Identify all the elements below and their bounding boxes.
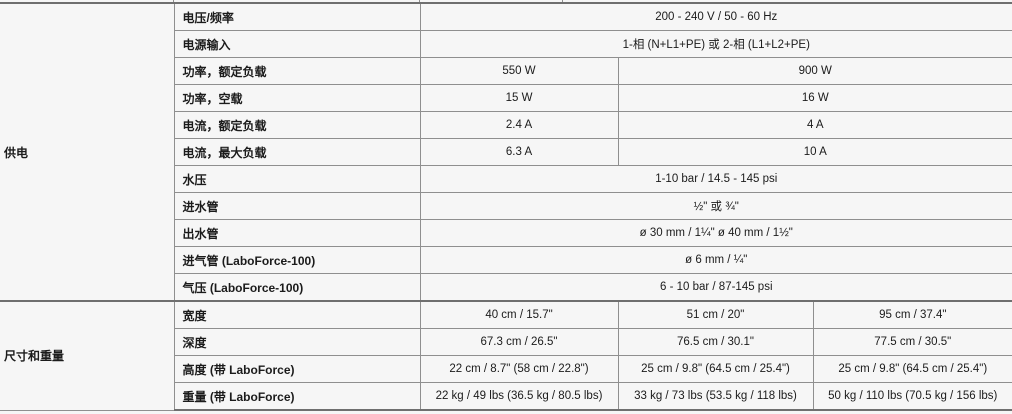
table-row: 气压 (LaboForce-100) 6 - 10 bar / 87-145 p… xyxy=(0,273,1012,302)
spec-label: 进气管 (LaboForce-100) xyxy=(173,246,421,274)
spec-value: ø 6 mm / ¼" xyxy=(419,246,1012,274)
spec-label: 功率，额定负载 xyxy=(173,57,421,85)
spec-value: ø 30 mm / 1¼" ø 40 mm / 1½" xyxy=(419,219,1012,247)
spec-value: 1-10 bar / 14.5 - 145 psi xyxy=(419,165,1012,193)
spec-value: 6 - 10 bar / 87-145 psi xyxy=(419,273,1012,302)
table-row: 高度 (带 LaboForce) 22 cm / 8.7" (58 cm / 2… xyxy=(0,355,1012,383)
table-row: 供电 电压/频率 200 - 240 V / 50 - 60 Hz xyxy=(0,2,1012,302)
top-tick xyxy=(562,0,563,2)
spec-value: 25 cm / 9.8" (64.5 cm / 25.4") xyxy=(812,355,1012,383)
spec-value: 76.5 cm / 30.1" xyxy=(617,328,814,356)
spec-label: 出水管 xyxy=(173,219,421,247)
spec-value: 10 A xyxy=(617,138,1012,166)
spec-value: 77.5 cm / 30.5" xyxy=(812,328,1012,356)
table-row: 出水管 ø 30 mm / 1¼" ø 40 mm / 1½" xyxy=(0,219,1012,247)
spec-value: 67.3 cm / 26.5" xyxy=(419,328,619,356)
table-row: 电流，最大负载 6.3 A 10 A xyxy=(0,138,1012,166)
spec-label: 电压/频率 xyxy=(173,2,421,31)
spec-value: 4 A xyxy=(617,111,1012,139)
spec-label: 进水管 xyxy=(173,192,421,220)
top-tick xyxy=(173,0,174,2)
spec-label: 电源输入 xyxy=(173,30,421,58)
table-row: 重量 (带 LaboForce) 22 kg / 49 lbs (36.5 kg… xyxy=(0,382,1012,411)
section-category-power: 供电 xyxy=(0,2,175,302)
spec-value: 22 kg / 49 lbs (36.5 kg / 80.5 lbs) xyxy=(419,382,619,411)
spec-value: 33 kg / 73 lbs (53.5 kg / 118 lbs) xyxy=(617,382,814,411)
spec-label: 功率，空载 xyxy=(173,84,421,112)
spec-label: 水压 xyxy=(173,165,421,193)
spec-value: 200 - 240 V / 50 - 60 Hz xyxy=(419,2,1012,31)
table-row: 进气管 (LaboForce-100) ø 6 mm / ¼" xyxy=(0,246,1012,274)
table-row: 电源输入 1-相 (N+L1+PE) 或 2-相 (L1+L2+PE) xyxy=(0,30,1012,58)
top-tick xyxy=(419,0,420,2)
section-category-dimensions: 尺寸和重量 xyxy=(0,300,175,411)
spec-value: 50 kg / 110 lbs (70.5 kg / 156 lbs) xyxy=(812,382,1012,411)
spec-label: 气压 (LaboForce-100) xyxy=(173,273,421,302)
spec-value: 51 cm / 20" xyxy=(617,300,814,329)
spec-label: 高度 (带 LaboForce) xyxy=(173,355,421,383)
spec-value: 900 W xyxy=(617,57,1012,85)
spec-value: 22 cm / 8.7" (58 cm / 22.8") xyxy=(419,355,619,383)
table-top-edge-ticks xyxy=(0,0,1012,2)
spec-value: 15 W xyxy=(419,84,619,112)
spec-label: 电流，最大负载 xyxy=(173,138,421,166)
spec-value: 550 W xyxy=(419,57,619,85)
spec-value: 2.4 A xyxy=(419,111,619,139)
spec-value: ½" 或 ¾" xyxy=(419,192,1012,220)
spec-value: 95 cm / 37.4" xyxy=(812,300,1012,329)
table-row: 尺寸和重量 宽度 40 cm / 15.7" 51 cm / 20" 95 cm… xyxy=(0,300,1012,411)
table-row: 深度 67.3 cm / 26.5" 76.5 cm / 30.1" 77.5 … xyxy=(0,328,1012,356)
spec-label: 重量 (带 LaboForce) xyxy=(173,382,421,411)
spec-label: 宽度 xyxy=(173,300,421,329)
spec-value: 25 cm / 9.8" (64.5 cm / 25.4") xyxy=(617,355,814,383)
table-row: 电流，额定负载 2.4 A 4 A xyxy=(0,111,1012,139)
spec-value: 6.3 A xyxy=(419,138,619,166)
spec-label: 深度 xyxy=(173,328,421,356)
spec-label: 电流，额定负载 xyxy=(173,111,421,139)
spec-value: 1-相 (N+L1+PE) 或 2-相 (L1+L2+PE) xyxy=(419,30,1012,58)
spec-value: 40 cm / 15.7" xyxy=(419,300,619,329)
spec-value: 16 W xyxy=(617,84,1012,112)
